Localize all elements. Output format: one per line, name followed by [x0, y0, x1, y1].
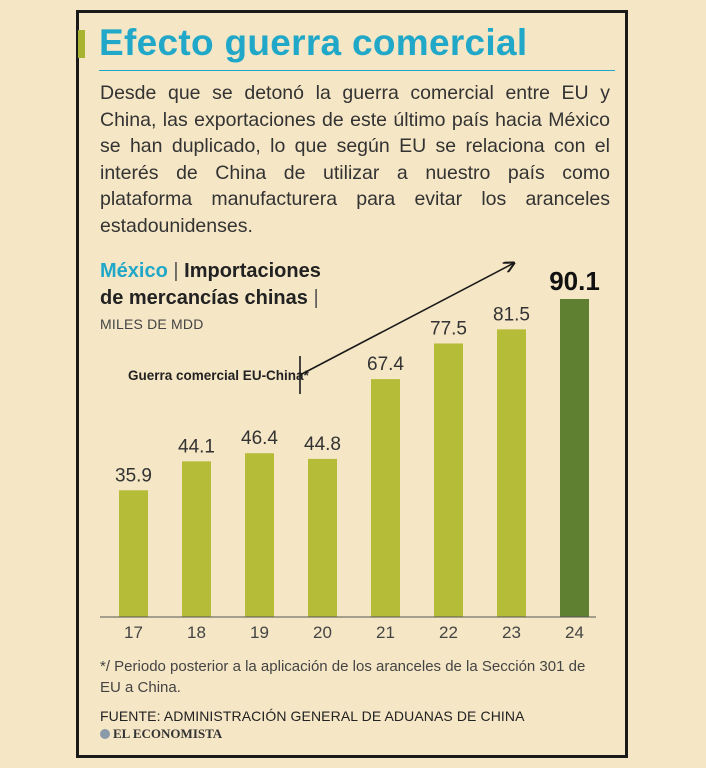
x-tick-label-17: 17 [124, 623, 143, 642]
x-tick-label-20: 20 [313, 623, 332, 642]
bar-24 [560, 299, 589, 617]
page-title: Efecto guerra comercial [99, 22, 528, 63]
x-tick-label-23: 23 [502, 623, 521, 642]
intro-text: Desde que se detonó la guerra comercial … [100, 82, 610, 237]
trend-arrow [299, 263, 514, 376]
x-tick-label-24: 24 [565, 623, 584, 642]
data-label-17: 35.9 [115, 465, 152, 486]
data-label-19: 46.4 [241, 428, 278, 449]
chart-header-country: México [100, 260, 168, 282]
trade-war-annotation: Guerra comercial EU-China* [128, 368, 309, 383]
data-label-20: 44.8 [304, 434, 341, 455]
bar-21 [371, 379, 400, 617]
chart-header: México | Importaciones de mercancías chi… [100, 258, 321, 312]
bar-20 [308, 458, 337, 617]
infographic-card [76, 10, 628, 758]
bar-23 [497, 329, 526, 617]
chart-units: MILES DE MDD [100, 316, 204, 332]
bar-17 [119, 490, 148, 617]
title-rule [99, 70, 615, 71]
source-note: FUENTE: ADMINISTRACIÓN GENERAL DE ADUANA… [100, 708, 525, 724]
brand-dot-icon [100, 729, 110, 739]
title-accent-bar [78, 30, 85, 58]
x-tick-label-19: 19 [250, 623, 269, 642]
data-label-18: 44.1 [178, 436, 215, 457]
chart-header-line2: de mercancías chinas [100, 287, 308, 309]
brand-logo: EL ECONOMISTA [100, 726, 222, 742]
x-tick-label-18: 18 [187, 623, 206, 642]
data-label-24: 90.1 [549, 266, 600, 296]
brand-name: EL ECONOMISTA [113, 726, 223, 741]
bar-18 [182, 461, 211, 617]
bars-layer: 35.9 17 44.1 18 46.4 19 44.8 20 67.4 21 77.5 22 81.5… [115, 266, 600, 642]
chart-header-separator-2: | [313, 287, 319, 309]
data-label-23: 81.5 [493, 304, 530, 325]
x-tick-label-22: 22 [439, 623, 458, 642]
chart-header-separator: | [173, 260, 179, 282]
data-label-22: 77.5 [430, 318, 467, 339]
bar-19 [245, 453, 274, 617]
x-tick-label-21: 21 [376, 623, 395, 642]
chart-header-line1: Importaciones [184, 260, 321, 282]
bar-22 [434, 343, 463, 617]
data-label-21: 67.4 [367, 354, 404, 375]
footnote: */ Periodo posterior a la aplicación de … [100, 658, 586, 696]
